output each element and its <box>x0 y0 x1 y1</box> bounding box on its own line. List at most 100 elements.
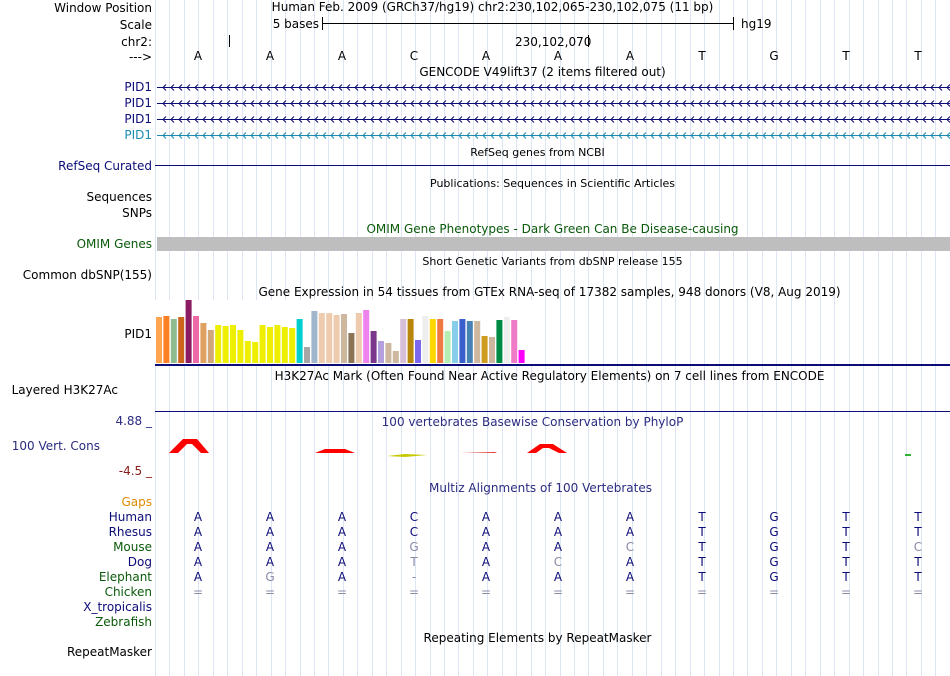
gtex-tissue-bar[interactable] <box>230 325 236 363</box>
omim-gene-bar[interactable] <box>157 237 950 251</box>
alignment-base: T <box>698 510 706 524</box>
gtex-tissue-bar[interactable] <box>193 316 199 363</box>
gtex-tissue-bar[interactable] <box>200 323 207 363</box>
gtex-tissue-bar[interactable] <box>333 315 340 363</box>
gtex-tissue-bar[interactable] <box>348 333 355 363</box>
gtex-tissue-bar[interactable] <box>274 325 281 363</box>
gtex-tissue-bar[interactable] <box>422 316 429 363</box>
h3k27ac-label[interactable]: Layered H3K27Ac <box>11 383 118 397</box>
gtex-tissue-bar[interactable] <box>444 331 451 363</box>
gtex-tissue-bar[interactable] <box>304 347 310 363</box>
gtex-tissue-bar[interactable] <box>281 327 288 363</box>
alignment-base: T <box>698 525 706 539</box>
alignment-base: T <box>914 510 922 524</box>
gtex-tissue-bar[interactable] <box>156 317 162 363</box>
gtex-tissue-bar[interactable] <box>222 326 229 363</box>
sequences-label[interactable]: Sequences <box>86 190 152 204</box>
gtex-tissue-bar[interactable] <box>474 321 481 363</box>
gtex-tissue-bar[interactable] <box>178 317 185 363</box>
gtex-tissue-bar[interactable] <box>289 328 296 363</box>
alignment-base: A <box>337 555 347 569</box>
repeatmasker-label[interactable]: RepeatMasker <box>66 645 152 659</box>
gtex-tissue-bar[interactable] <box>503 317 510 363</box>
gtex-tissue-bar[interactable] <box>400 319 407 363</box>
alignment-base: A <box>337 540 347 554</box>
alignment-base: A <box>625 570 635 584</box>
alignment-base: G <box>769 510 779 524</box>
gtex-tissue-bar[interactable] <box>355 313 362 363</box>
alignment-base: T <box>842 555 850 569</box>
species-label[interactable]: X_tropicalis <box>83 600 152 614</box>
species-label[interactable]: Elephant <box>98 570 152 584</box>
alignment-base: G <box>769 525 779 539</box>
species-label[interactable]: Zebrafish <box>95 615 152 629</box>
gtex-tissue-bar[interactable] <box>378 341 384 363</box>
gtex-tissue-bar[interactable] <box>489 337 495 363</box>
gtex-tissue-bar[interactable] <box>392 351 399 363</box>
species-label[interactable]: Chicken <box>104 585 152 599</box>
species-label[interactable]: Human <box>108 510 152 524</box>
gtex-tissue-bar[interactable] <box>437 319 444 363</box>
refseq-label[interactable]: RefSeq Curated <box>58 159 152 173</box>
gtex-tissue-bar[interactable] <box>311 311 318 363</box>
gencode-transcript[interactable] <box>157 100 950 107</box>
dbsnp-label[interactable]: Common dbSNP(155) <box>22 268 152 282</box>
gtex-tissue-bar[interactable] <box>429 319 436 363</box>
gtex-tissue-bar[interactable] <box>170 319 177 363</box>
gtex-tissue-bar[interactable] <box>466 321 473 363</box>
gtex-bar-chart[interactable] <box>155 298 535 364</box>
gtex-tissue-bar[interactable] <box>237 330 244 363</box>
ruler-base: A <box>481 49 491 63</box>
gencode-row-label[interactable]: PID1 <box>124 80 152 94</box>
h3k27ac-divider <box>155 411 950 412</box>
gtex-tissue-bar[interactable] <box>385 343 392 363</box>
gtex-tissue-bar[interactable] <box>207 330 214 363</box>
gtex-tissue-bar[interactable] <box>407 319 414 363</box>
gtex-tissue-bar[interactable] <box>452 321 458 363</box>
gtex-tissue-bar[interactable] <box>326 313 333 363</box>
gtex-tissue-bar[interactable] <box>415 340 421 363</box>
alignment-base: A <box>625 510 635 524</box>
gaps-label[interactable]: Gaps <box>121 495 152 509</box>
alignment-base: = <box>912 585 924 599</box>
snps-label[interactable]: SNPs <box>122 206 152 220</box>
gtex-tissue-bar[interactable] <box>481 336 488 363</box>
gtex-tissue-bar[interactable] <box>267 327 273 363</box>
gtex-label[interactable]: PID1 <box>124 327 152 341</box>
gencode-transcript[interactable] <box>157 84 950 91</box>
alignment-base: = <box>336 585 348 599</box>
alignment-base: A <box>265 555 275 569</box>
gtex-tissue-bar[interactable] <box>259 325 266 363</box>
omim-label[interactable]: OMIM Genes <box>76 237 152 251</box>
gtex-tissue-bar[interactable] <box>252 342 259 363</box>
cons-plot[interactable] <box>155 435 950 457</box>
gtex-tissue-bar[interactable] <box>370 331 377 363</box>
gtex-tissue-bar[interactable] <box>185 300 192 363</box>
gencode-row-label[interactable]: PID1 <box>124 112 152 126</box>
gtex-tissue-bar[interactable] <box>518 350 525 363</box>
gtex-tissue-bar[interactable] <box>459 319 466 363</box>
gtex-tissue-bar[interactable] <box>363 310 370 363</box>
gtex-tissue-bar[interactable] <box>341 314 347 363</box>
gencode-row-label[interactable]: PID1 <box>124 96 152 110</box>
gtex-tissue-bar[interactable] <box>296 319 303 363</box>
gtex-tissue-bar[interactable] <box>511 320 518 363</box>
gencode-transcript[interactable] <box>157 132 950 139</box>
gtex-divider <box>155 364 950 366</box>
cons-label[interactable]: 100 Vert. Cons <box>11 439 100 453</box>
window-position-value: Human Feb. 2009 (GRCh37/hg19) chr2:230,1… <box>271 0 714 14</box>
gencode-row-label[interactable]: PID1 <box>124 128 152 142</box>
alignment-base: A <box>481 525 491 539</box>
gtex-tissue-bar[interactable] <box>163 316 170 363</box>
gtex-tissue-bar[interactable] <box>496 320 503 363</box>
chrom-tick <box>588 35 589 47</box>
cons-peak <box>460 452 497 453</box>
species-label[interactable]: Dog <box>127 555 152 569</box>
gencode-transcript[interactable] <box>157 116 950 123</box>
gtex-tissue-bar[interactable] <box>215 325 222 363</box>
species-label[interactable]: Mouse <box>113 540 152 554</box>
species-label[interactable]: Rhesus <box>108 525 152 539</box>
track-area[interactable]: Human Feb. 2009 (GRCh37/hg19) chr2:230,1… <box>155 0 950 676</box>
gtex-tissue-bar[interactable] <box>244 341 251 363</box>
gtex-tissue-bar[interactable] <box>318 313 325 363</box>
